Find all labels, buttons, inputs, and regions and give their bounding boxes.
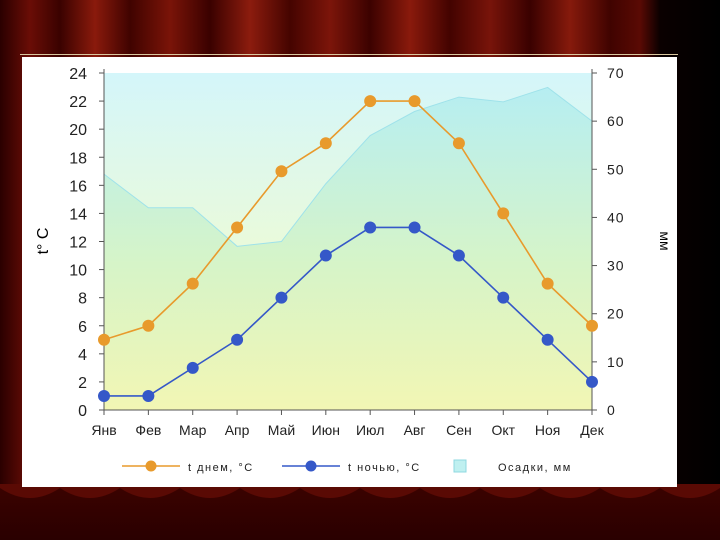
data-point: [586, 375, 598, 388]
y-tick-label: 22: [69, 94, 87, 111]
y-tick-label: 24: [69, 66, 87, 83]
data-point: [98, 333, 110, 346]
data-point: [275, 165, 288, 178]
y2-tick-label: 20: [607, 306, 625, 322]
x-tick-label: Июл: [356, 422, 384, 438]
x-tick-label: Янв: [91, 422, 116, 438]
data-point: [408, 95, 421, 108]
y2-tick-label: 10: [607, 354, 625, 370]
data-point: [275, 291, 288, 304]
curtain-scallop: [0, 484, 720, 498]
x-tick-label: Окт: [491, 422, 515, 438]
legend-label: t днем, °C: [188, 462, 254, 474]
y2-tick-label: 60: [607, 113, 625, 129]
legend-area-swatch: [453, 459, 467, 473]
data-point: [364, 221, 377, 234]
y2-tick-label: 50: [607, 161, 625, 177]
data-point: [364, 95, 377, 108]
data-point: [541, 333, 554, 346]
y-tick-label: 18: [69, 150, 87, 167]
x-tick-label: Июн: [312, 422, 340, 438]
data-point: [142, 389, 155, 402]
y-tick-label: 10: [69, 263, 87, 280]
y2-tick-label: 0: [607, 402, 616, 418]
legend-label: Осадки, мм: [498, 462, 572, 474]
chart-panel: 0 2 4 6 8 10 12 14 16 18 20 22 24 0 10 20 30 40 50 60 70 Янв Ф…: [22, 57, 677, 487]
x-tick-label: Ноя: [535, 422, 560, 438]
y-tick-label: 4: [78, 347, 87, 364]
y-tick-label: 2: [78, 375, 87, 392]
x-tick-label: Май: [268, 422, 295, 438]
legend-label: t ночью, °C: [348, 462, 421, 474]
data-point: [231, 221, 244, 234]
x-tick-label: Авг: [404, 422, 426, 438]
legend-marker: [145, 460, 157, 472]
data-point: [452, 249, 465, 262]
slide-rule: [20, 54, 678, 55]
data-point: [319, 249, 332, 262]
y2-tick-label: 30: [607, 258, 625, 274]
y-tick-label: 6: [78, 319, 87, 336]
data-point: [186, 361, 199, 374]
data-point: [586, 319, 598, 332]
curtain-floor: [0, 488, 720, 540]
data-point: [541, 277, 554, 290]
data-point: [319, 137, 332, 150]
data-point: [142, 319, 155, 332]
y-tick-label: 20: [69, 122, 87, 139]
y-tick-label: 14: [69, 206, 87, 223]
data-point: [231, 333, 244, 346]
data-point: [98, 389, 110, 402]
x-tick-label: Дек: [580, 422, 604, 438]
y-tick-label: 8: [78, 291, 87, 308]
x-tick-label: Сен: [446, 422, 472, 438]
y-axis-label: t° C: [35, 228, 52, 255]
x-tick-label: Апр: [225, 422, 250, 438]
legend-marker: [305, 460, 317, 472]
y-tick-label: 0: [78, 403, 87, 420]
data-point: [497, 207, 510, 220]
x-tick-label: Мар: [179, 422, 207, 438]
y2-axis-label: мм: [657, 231, 673, 250]
data-point: [408, 221, 421, 234]
y-tick-label: 16: [69, 178, 87, 195]
data-point: [497, 291, 510, 304]
y-tick-label: 12: [69, 235, 87, 252]
y2-tick-label: 40: [607, 209, 625, 225]
y2-tick-label: 70: [607, 65, 625, 81]
series-line: [104, 226, 593, 397]
series-line: [103, 100, 593, 341]
precipitation-area: [103, 86, 593, 411]
data-point: [452, 137, 465, 150]
data-point: [186, 277, 199, 290]
x-tick-label: Фев: [135, 422, 161, 438]
